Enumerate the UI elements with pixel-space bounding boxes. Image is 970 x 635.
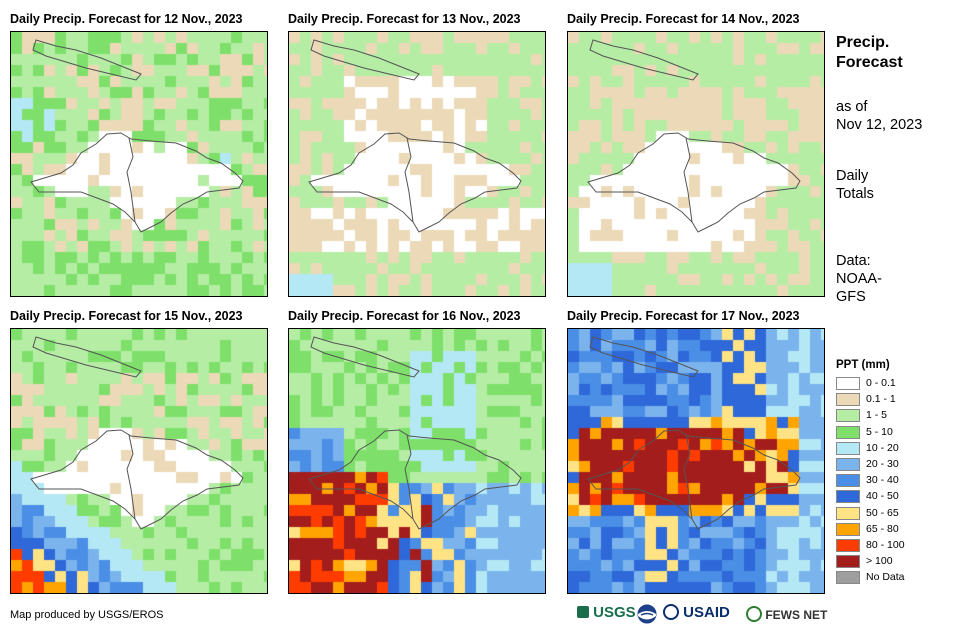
legend-swatch xyxy=(836,522,860,536)
legend-label: 1 - 5 xyxy=(866,409,888,422)
legend-label: 0.1 - 1 xyxy=(866,393,896,406)
legend-swatch xyxy=(836,458,860,471)
legend-swatch xyxy=(836,377,860,390)
fewsnet-logo: FEWS NET xyxy=(746,606,827,622)
island-outline xyxy=(308,39,522,233)
legend-swatch xyxy=(836,441,860,455)
legend-label: 20 - 30 xyxy=(866,458,899,470)
sidebar-data-line2: NOAA- xyxy=(836,271,882,287)
sidebar-totals-line1: Daily xyxy=(836,168,869,184)
forecast-map-day2 xyxy=(288,31,546,297)
island-outline xyxy=(30,39,244,233)
forecast-map-day1 xyxy=(10,31,268,297)
legend-label: > 100 xyxy=(866,555,893,568)
fewsnet-logo-text: FEWS NET xyxy=(765,608,828,622)
usaid-logo: USAID xyxy=(663,604,730,621)
sidebar-data-line1: Data: xyxy=(836,253,871,269)
panel-title-1: Daily Precip. Forecast for 12 Nov., 2023 xyxy=(10,12,243,26)
sidebar-data-source: Data: NOAA- GFS xyxy=(836,252,882,306)
legend-swatch xyxy=(836,571,860,585)
usgs-logo-text: USGS xyxy=(593,604,636,621)
legend-swatch xyxy=(836,474,860,488)
legend-label: 30 - 40 xyxy=(866,474,899,487)
legend-label: 65 - 80 xyxy=(866,522,899,535)
noaa-emblem-icon xyxy=(637,604,657,624)
legend-swatch xyxy=(836,490,860,504)
legend-label: 10 - 20 xyxy=(866,441,899,454)
legend-label: 50 - 65 xyxy=(866,506,899,519)
footer-credit: Map produced by USGS/EROS xyxy=(10,609,164,621)
island-outline xyxy=(587,336,801,530)
forecast-map-day6 xyxy=(567,328,825,594)
usgs-logo: USGS xyxy=(577,604,636,621)
legend-label: No Data xyxy=(866,571,905,584)
sidebar-asof: as of Nov 12, 2023 xyxy=(836,98,922,134)
legend-label: 40 - 50 xyxy=(866,490,899,503)
legend-swatch xyxy=(836,425,860,439)
panel-title-6: Daily Precip. Forecast for 17 Nov., 2023 xyxy=(567,309,800,323)
forecast-map-day5 xyxy=(288,328,546,594)
fewsnet-globe-icon xyxy=(746,606,762,622)
panel-title-2: Daily Precip. Forecast for 13 Nov., 2023 xyxy=(288,12,521,26)
legend-label: 80 - 100 xyxy=(866,539,905,551)
sidebar-asof-line1: as of xyxy=(836,99,868,115)
legend-label: 0 - 0.1 xyxy=(866,377,896,389)
sidebar-asof-date: Nov 12, 2023 xyxy=(836,117,923,133)
legend-swatch xyxy=(836,393,860,407)
usaid-logo-text: USAID xyxy=(683,604,730,621)
noaa-logo xyxy=(637,604,657,629)
sidebar-title: Precip. Forecast xyxy=(836,33,903,73)
island-outline xyxy=(308,336,522,530)
sidebar-totals-line2: Totals xyxy=(836,186,874,202)
usgs-wave-icon xyxy=(577,606,589,618)
forecast-map-day4 xyxy=(10,328,268,594)
legend-swatch xyxy=(836,506,860,520)
sidebar-data-line3: GFS xyxy=(836,289,866,305)
legend-label: 5 - 10 xyxy=(866,425,893,438)
panel-title-5: Daily Precip. Forecast for 16 Nov., 2023 xyxy=(288,309,521,323)
sidebar-title-line1: Precip. xyxy=(836,34,890,51)
legend-swatch xyxy=(836,409,860,423)
sidebar-totals: Daily Totals xyxy=(836,167,874,203)
panel-title-4: Daily Precip. Forecast for 15 Nov., 2023 xyxy=(10,309,243,323)
island-outline xyxy=(30,336,244,530)
legend-swatch xyxy=(836,555,860,569)
legend-title: PPT (mm) xyxy=(836,359,890,371)
sidebar-title-line2: Forecast xyxy=(836,54,903,71)
forecast-map-day3 xyxy=(567,31,825,297)
island-outline xyxy=(587,39,801,233)
usaid-seal-icon xyxy=(663,604,679,620)
panel-title-3: Daily Precip. Forecast for 14 Nov., 2023 xyxy=(567,12,800,26)
legend-swatch xyxy=(836,539,860,552)
